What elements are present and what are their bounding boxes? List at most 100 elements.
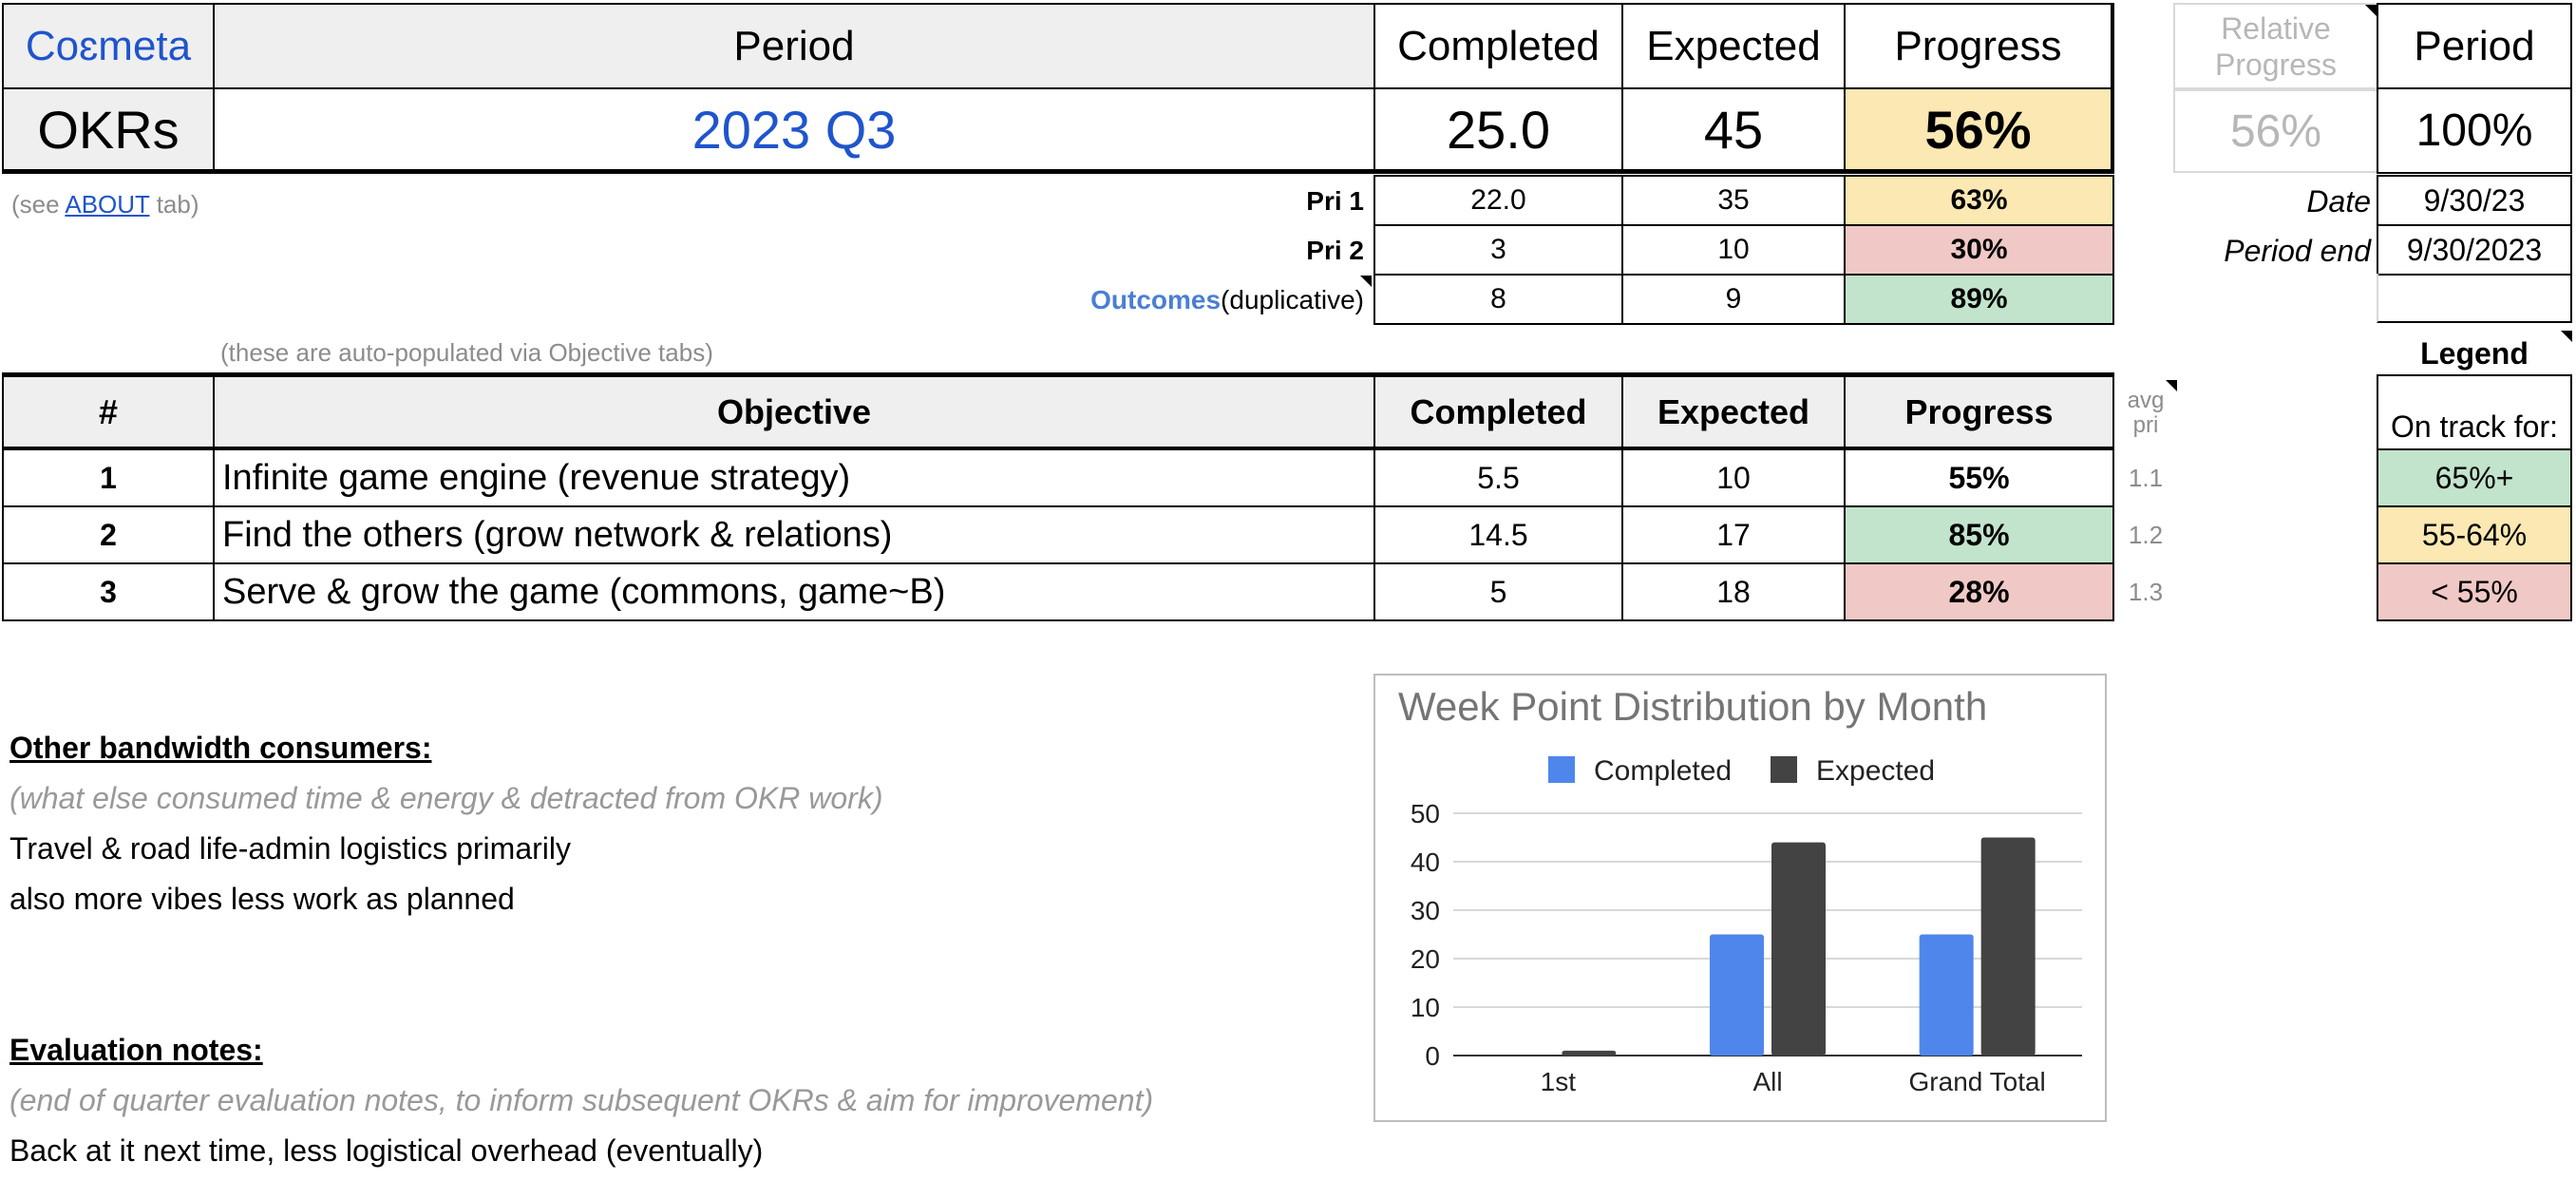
- relative-progress-value: 56%: [2229, 105, 2322, 157]
- table-row-expected[interactable]: 10: [1621, 448, 1846, 507]
- okrs-cell[interactable]: OKRs: [2, 87, 215, 174]
- legend-subtitle-cell: On track for:: [2377, 374, 2572, 450]
- chart-container[interactable]: Week Point Distribution by Month Complet…: [1373, 674, 2107, 1122]
- relative-progress-label: Relative Progress: [2214, 10, 2338, 82]
- obj-header-progress: Progress: [1844, 372, 2114, 450]
- bar-chart: Week Point Distribution by Month Complet…: [1398, 684, 2082, 1096]
- y-tick-label: 40: [1411, 847, 1440, 877]
- legend-item-off-track: < 55%: [2377, 562, 2572, 621]
- table-row-progress[interactable]: 85%: [1844, 505, 2114, 564]
- completed-label: Completed: [1397, 22, 1600, 69]
- about-tab-link[interactable]: ABOUT: [65, 190, 150, 219]
- progress-value: 56%: [1924, 99, 2032, 160]
- table-row-objective[interactable]: Serve & grow the game (commons, game~B): [213, 562, 1375, 621]
- pri2-label-cell: Pri 2: [950, 226, 1372, 276]
- legend-subtitle: On track for:: [2390, 409, 2559, 444]
- completed-value-cell[interactable]: 25.0: [1373, 87, 1623, 174]
- completed-label-cell: Completed: [1373, 3, 1623, 89]
- obj-header-objective: Objective: [213, 372, 1375, 450]
- legend-title-cell: Legend: [2377, 331, 2572, 376]
- table-row-progress[interactable]: 28%: [1844, 562, 2114, 621]
- bar-expected[interactable]: [1562, 1050, 1617, 1056]
- comment-marker-icon: [2561, 331, 2572, 342]
- table-row-expected[interactable]: 18: [1621, 562, 1846, 621]
- outcomes-label-cell: Outcomes (duplicative): [855, 276, 1372, 325]
- side-period-label: Period: [2414, 22, 2535, 69]
- legend-completed-swatch: [1548, 756, 1575, 783]
- chart-title: Week Point Distribution by Month: [1398, 684, 1987, 729]
- date-label-cell: Date: [2173, 177, 2377, 226]
- obj-header-avg-pri: avg pri: [2114, 380, 2177, 447]
- legend-title: Legend: [2420, 335, 2529, 371]
- bar-completed[interactable]: [1710, 934, 1764, 1056]
- outcomes-progress[interactable]: 89%: [1844, 274, 2114, 325]
- brand-cell: Coɛmeta: [2, 3, 215, 89]
- side-period-value-cell[interactable]: 100%: [2377, 87, 2572, 174]
- pri1-label-cell: Pri 1: [950, 177, 1372, 226]
- period-label: Period: [733, 22, 855, 69]
- table-row-avg-pri: 1.2: [2128, 520, 2164, 549]
- period-value: 2023 Q3: [691, 99, 897, 160]
- comment-marker-icon: [2166, 380, 2177, 391]
- pri1-expected[interactable]: 35: [1621, 175, 1846, 226]
- brand-logo-text: Coɛmeta: [25, 22, 192, 69]
- pri2-expected[interactable]: 10: [1621, 224, 1846, 276]
- date-value-cell[interactable]: 9/30/23: [2377, 175, 2572, 226]
- table-row-num: 1: [2, 448, 215, 507]
- table-row-completed[interactable]: 5: [1373, 562, 1623, 621]
- table-row-objective[interactable]: Infinite game engine (revenue strategy): [213, 448, 1375, 507]
- bandwidth-hint: (what else consumed time & energy & detr…: [9, 781, 883, 815]
- evaluation-title: Evaluation notes:: [9, 1033, 263, 1067]
- bandwidth-line[interactable]: Travel & road life-admin logistics prima…: [9, 831, 571, 866]
- outcomes-suffix: (duplicative): [1221, 285, 1364, 314]
- evaluation-line[interactable]: Back at it next time, less logistical ov…: [9, 1133, 764, 1168]
- obj-header-num: #: [2, 372, 215, 450]
- pri2-progress[interactable]: 30%: [1844, 224, 2114, 276]
- outcomes-expected[interactable]: 9: [1621, 274, 1846, 325]
- pri1-label: Pri 1: [1306, 186, 1364, 216]
- y-tick-label: 10: [1411, 993, 1440, 1022]
- comment-marker-icon: [2365, 5, 2377, 16]
- pri1-progress[interactable]: 63%: [1844, 175, 2114, 226]
- bar-expected[interactable]: [1771, 842, 1826, 1056]
- side-period-label-cell: Period: [2377, 3, 2572, 89]
- x-tick-label: All: [1752, 1067, 1782, 1096]
- y-tick-label: 30: [1411, 896, 1440, 925]
- x-tick-label: Grand Total: [1909, 1067, 2046, 1096]
- table-row-avg-pri: 1.3: [2128, 577, 2164, 606]
- expected-label: Expected: [1646, 22, 1821, 69]
- evaluation-hint: (end of quarter evaluation notes, to inf…: [9, 1083, 1154, 1117]
- table-row-progress[interactable]: 55%: [1844, 448, 2114, 507]
- bandwidth-line[interactable]: also more vibes less work as planned: [9, 882, 515, 916]
- progress-label-cell: Progress: [1844, 3, 2114, 89]
- expected-value-cell[interactable]: 45: [1621, 87, 1846, 174]
- expected-label-cell: Expected: [1621, 3, 1846, 89]
- table-row-avg-pri: 1.1: [2128, 463, 2164, 492]
- period-end-value-cell[interactable]: 9/30/2023: [2377, 224, 2572, 276]
- y-tick-label: 20: [1411, 944, 1440, 974]
- bar-expected[interactable]: [1980, 837, 2036, 1056]
- y-tick-label: 50: [1411, 799, 1440, 828]
- period-value-cell[interactable]: 2023 Q3: [213, 87, 1375, 174]
- table-row-expected[interactable]: 17: [1621, 505, 1846, 564]
- legend-completed-label: Completed: [1594, 755, 1732, 787]
- pri1-completed[interactable]: 22.0: [1373, 175, 1623, 226]
- outcomes-completed[interactable]: 8: [1373, 274, 1623, 325]
- period-end-label: Period end: [2224, 233, 2371, 268]
- table-row-objective[interactable]: Find the others (grow network & relation…: [213, 505, 1375, 564]
- relative-progress-value-cell[interactable]: 56%: [2173, 89, 2378, 173]
- table-row-num: 3: [2, 562, 215, 621]
- autopop-note: (these are auto-populated via Objective …: [220, 338, 713, 367]
- obj-header-expected: Expected: [1621, 372, 1846, 450]
- completed-value: 25.0: [1447, 99, 1550, 160]
- bar-completed[interactable]: [1919, 934, 1974, 1056]
- progress-value-cell[interactable]: 56%: [1844, 87, 2114, 174]
- table-row-completed[interactable]: 14.5: [1373, 505, 1623, 564]
- about-note: (see ABOUT tab): [11, 190, 199, 219]
- legend-item-on-track: 65%+: [2377, 448, 2572, 507]
- outcomes-link[interactable]: Outcomes: [1090, 285, 1222, 314]
- table-row-completed[interactable]: 5.5: [1373, 448, 1623, 507]
- pri2-completed[interactable]: 3: [1373, 224, 1623, 276]
- comment-marker-icon: [1360, 276, 1372, 287]
- pri2-label: Pri 2: [1306, 236, 1364, 265]
